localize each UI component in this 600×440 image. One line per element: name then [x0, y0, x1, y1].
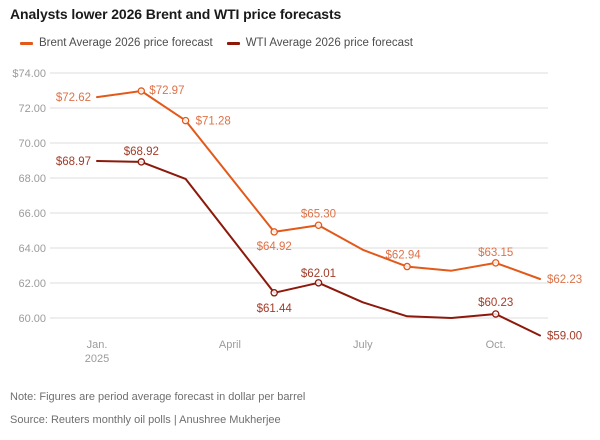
data-point-label: $72.97: [149, 85, 184, 97]
data-point-marker: [137, 87, 146, 95]
data-point-label: $71.28: [196, 116, 231, 128]
data-point-label: $63.15: [478, 247, 513, 259]
data-point-marker: [491, 310, 500, 318]
x-axis-tick-label: April: [219, 339, 241, 351]
y-axis-tick-label: 66.00: [18, 208, 46, 220]
data-point-label: $64.92: [257, 241, 292, 253]
chart-title: Analysts lower 2026 Brent and WTI price …: [10, 6, 342, 22]
data-point-label: $72.62: [56, 92, 91, 104]
y-axis-tick-label: 62.00: [18, 278, 46, 290]
y-axis-tick-label: 64.00: [18, 243, 46, 255]
y-axis-tick-label: 72.00: [18, 103, 46, 115]
brent-line-swatch-icon: [20, 41, 33, 45]
data-point-marker: [491, 259, 500, 267]
data-point-marker: [403, 262, 411, 271]
legend-item-wti: WTI Average 2026 price forecast: [226, 36, 413, 50]
data-point-marker: [270, 289, 278, 297]
y-axis-tick-label: 70.00: [18, 138, 46, 150]
data-point-label: $59.00: [547, 331, 582, 343]
data-point-label: $62.94: [386, 250, 422, 262]
data-point-label: $62.23: [547, 274, 582, 286]
data-point-label: $65.30: [301, 208, 336, 220]
wti-line-swatch-icon: [226, 41, 240, 45]
data-point-label: $62.01: [301, 268, 336, 280]
x-axis-tick-label: Jan.: [87, 339, 108, 351]
data-point-marker: [314, 221, 323, 229]
data-point-label: $68.92: [124, 146, 159, 158]
data-point-marker: [137, 158, 146, 166]
y-axis-tick-label: 68.00: [18, 173, 46, 185]
data-point-marker: [270, 228, 278, 236]
legend-item-brent: Brent Average 2026 price forecast: [20, 36, 213, 50]
data-point-label: $60.23: [478, 297, 513, 309]
chart-note: Note: Figures are period average forecas…: [10, 391, 306, 403]
x-axis-tick-label: July: [353, 339, 373, 351]
y-axis-tick-label: 60.00: [18, 313, 46, 325]
y-axis-tick-label: $74.00: [12, 68, 46, 80]
data-point-label: $68.97: [56, 156, 91, 168]
forecast-line-chart: $74.00 72.00 70.00 68.00 66.00 64.00 62.00 60.0…: [12, 68, 582, 365]
x-axis-year-label: 2025: [85, 353, 109, 365]
chart-legend: Brent Average 2026 price forecast WTI Av…: [20, 36, 600, 50]
data-point-marker: [181, 116, 190, 125]
brent-series-line: [96, 90, 541, 280]
x-axis-tick-label: Oct.: [486, 339, 506, 351]
legend-label-wti: WTI Average 2026 price forecast: [245, 37, 413, 49]
legend-label-brent: Brent Average 2026 price forecast: [39, 37, 213, 49]
data-point-marker: [314, 279, 323, 287]
chart-source: Source: Reuters monthly oil polls | Anus…: [10, 414, 281, 426]
data-point-label: $61.44: [257, 303, 293, 315]
